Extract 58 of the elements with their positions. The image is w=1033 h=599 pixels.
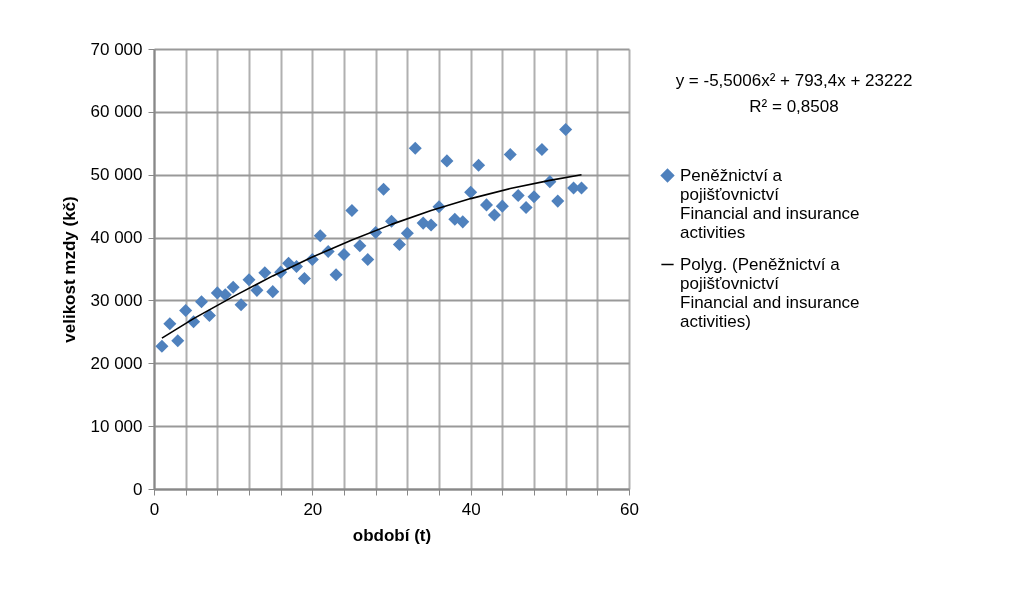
point bbox=[171, 334, 185, 348]
point bbox=[408, 141, 422, 155]
point bbox=[448, 212, 462, 226]
point bbox=[400, 226, 414, 240]
point bbox=[511, 188, 525, 202]
point bbox=[234, 298, 248, 312]
point bbox=[495, 199, 509, 213]
point bbox=[329, 268, 343, 282]
y-tick-label: 30 000 bbox=[90, 290, 143, 310]
point bbox=[456, 215, 470, 229]
point bbox=[297, 271, 311, 285]
point bbox=[163, 317, 177, 331]
legend-label: Peněžnictví a pojišťovnictví Financial and insurance activities bbox=[680, 165, 860, 242]
point bbox=[440, 154, 454, 168]
point bbox=[353, 239, 367, 253]
y-tick-label: 20 000 bbox=[90, 353, 143, 373]
point bbox=[155, 339, 169, 353]
y-tick-label: 50 000 bbox=[90, 165, 143, 185]
point bbox=[345, 204, 359, 218]
point bbox=[527, 190, 541, 204]
point bbox=[266, 285, 280, 299]
point bbox=[361, 253, 375, 267]
y-tick-label: 40 000 bbox=[90, 228, 143, 248]
x-axis-title: období (t) bbox=[352, 525, 432, 545]
x-tick-label: 40 bbox=[461, 499, 481, 519]
point bbox=[472, 158, 486, 172]
x-tick-label: 20 bbox=[303, 499, 323, 519]
point bbox=[250, 283, 264, 297]
x-tick-label: 0 bbox=[149, 499, 160, 519]
point bbox=[313, 229, 327, 243]
point bbox=[258, 266, 272, 280]
point bbox=[392, 237, 406, 251]
point bbox=[535, 143, 549, 157]
y-tick-label: 60 000 bbox=[90, 102, 143, 122]
point bbox=[202, 309, 216, 323]
point bbox=[424, 218, 438, 232]
point bbox=[194, 295, 209, 309]
point bbox=[503, 148, 517, 162]
point bbox=[226, 280, 240, 294]
point bbox=[551, 194, 565, 208]
point bbox=[242, 273, 256, 287]
point bbox=[519, 200, 533, 214]
y-axis-title: velikost mzdy (kč) bbox=[59, 196, 79, 343]
y-tick-label: 0 bbox=[133, 479, 143, 499]
point bbox=[479, 198, 494, 212]
point bbox=[377, 182, 391, 196]
point bbox=[487, 208, 501, 222]
y-tick-label: 10 000 bbox=[90, 416, 143, 436]
text: y = -5,5006x² + 793,4x + 23222 bbox=[675, 71, 913, 90]
point bbox=[559, 122, 573, 136]
point bbox=[218, 288, 232, 302]
point bbox=[179, 303, 193, 317]
text: R² = 0,8508 bbox=[749, 97, 839, 116]
point bbox=[464, 185, 478, 199]
point bbox=[337, 248, 351, 262]
legend-label: Polyg. (Peněžnictví a pojišťovnictví Financial and insurance activities) bbox=[680, 254, 860, 331]
x-tick-label: 60 bbox=[620, 499, 639, 519]
y-tick-label: 70 000 bbox=[90, 39, 143, 59]
